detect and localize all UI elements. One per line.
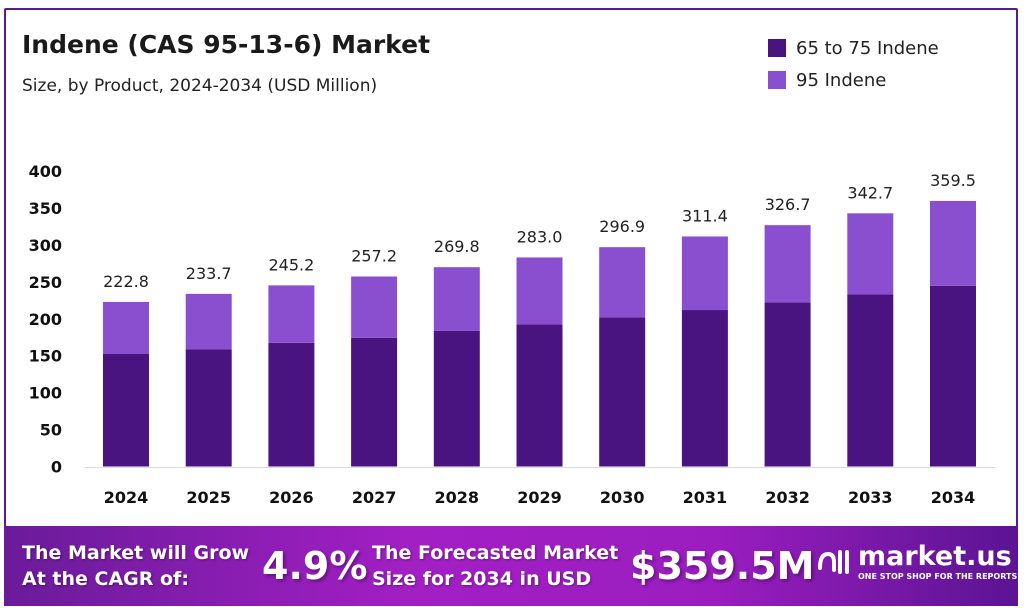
x-tick-label: 2026 xyxy=(269,488,314,507)
total-data-label: 359.5 xyxy=(930,171,976,190)
y-tick-label: 300 xyxy=(29,236,62,255)
forecast-label: The Forecasted Market Size for 2034 in U… xyxy=(372,540,618,592)
chart-subtitle: Size, by Product, 2024-2034 (USD Million… xyxy=(22,76,378,96)
legend: 65 to 75 Indene 95 Indene xyxy=(768,32,939,96)
x-tick-label: 2024 xyxy=(104,488,149,507)
total-data-label: 233.7 xyxy=(186,264,232,283)
bar-segment-65-75-indene xyxy=(764,302,811,467)
total-data-label: 326.7 xyxy=(765,195,811,214)
total-data-label: 296.9 xyxy=(599,217,645,236)
summary-banner: The Market will Grow At the CAGR of: 4.9… xyxy=(4,526,1018,606)
logo-icon xyxy=(818,550,849,574)
x-tick-label: 2034 xyxy=(931,488,976,507)
bar-segment-95-indene xyxy=(185,293,232,350)
legend-label: 65 to 75 Indene xyxy=(796,37,939,59)
y-tick-label: 250 xyxy=(29,273,62,292)
bar-segment-65-75-indene xyxy=(847,294,894,467)
total-data-label: 269.8 xyxy=(434,237,480,256)
chart-title: Indene (CAS 95-13-6) Market xyxy=(22,30,431,59)
bar-segment-65-75-indene xyxy=(103,353,149,467)
legend-swatch xyxy=(768,39,786,57)
y-tick-label: 400 xyxy=(29,162,62,181)
total-data-label: 283.0 xyxy=(517,227,563,246)
x-tick-label: 2032 xyxy=(765,488,810,507)
y-tick-label: 0 xyxy=(51,458,62,477)
total-data-label: 222.8 xyxy=(103,272,149,291)
bar-segment-65-75-indene xyxy=(599,317,646,467)
logo-tagline: ONE STOP SHOP FOR THE REPORTS xyxy=(858,572,1018,581)
bar-segment-65-75-indene xyxy=(185,349,232,467)
total-data-label: 245.2 xyxy=(268,255,314,274)
x-tick-label: 2029 xyxy=(517,488,562,507)
y-tick-label: 50 xyxy=(40,421,62,440)
y-tick-label: 150 xyxy=(29,347,62,366)
x-tick-label: 2025 xyxy=(186,488,231,507)
y-tick-label: 200 xyxy=(29,310,62,329)
bar-segment-95-indene xyxy=(268,285,315,343)
market-us-logo: market.us ONE STOP SHOP FOR THE REPORTS xyxy=(816,542,1017,582)
forecast-value: $359.5M xyxy=(630,544,815,588)
bar-segment-95-indene xyxy=(599,247,646,318)
cagr-label-line1: The Market will Grow xyxy=(22,542,250,564)
bar-segment-65-75-indene xyxy=(351,337,398,467)
cagr-label: The Market will Grow At the CAGR of: xyxy=(22,540,249,592)
bar-segment-65-75-indene xyxy=(681,310,728,467)
y-tick-label: 100 xyxy=(29,384,62,403)
bar-segment-65-75-indene xyxy=(268,342,315,467)
x-tick-label: 2028 xyxy=(435,488,480,507)
x-tick-label: 2030 xyxy=(600,488,645,507)
legend-item-95: 95 Indene xyxy=(768,64,939,96)
bar-segment-65-75-indene xyxy=(516,324,563,467)
legend-label: 95 Indene xyxy=(796,69,887,91)
bar-segment-95-indene xyxy=(516,257,563,325)
bar-segment-95-indene xyxy=(764,225,811,303)
bar-segment-95-indene xyxy=(103,301,149,354)
bar-segment-95-indene xyxy=(351,276,398,338)
bar-segment-95-indene xyxy=(681,236,728,311)
bar-segment-95-indene xyxy=(847,213,894,295)
logo-name: market.us xyxy=(858,541,1012,572)
cagr-label-line2: At the CAGR of: xyxy=(22,568,189,590)
bar-segment-65-75-indene xyxy=(433,330,480,467)
cagr-value: 4.9% xyxy=(262,544,368,588)
x-tick-label: 2031 xyxy=(683,488,728,507)
total-data-label: 311.4 xyxy=(682,206,728,225)
bar-segment-65-75-indene xyxy=(930,285,976,467)
x-tick-label: 2027 xyxy=(352,488,397,507)
total-data-label: 342.7 xyxy=(847,183,893,202)
total-data-label: 257.2 xyxy=(351,246,397,265)
x-tick-label: 2033 xyxy=(848,488,893,507)
bar-segment-95-indene xyxy=(930,200,976,286)
legend-swatch xyxy=(768,71,786,89)
y-tick-label: 350 xyxy=(29,199,62,218)
forecast-label-line1: The Forecasted Market xyxy=(372,542,619,564)
forecast-label-line2: Size for 2034 in USD xyxy=(372,568,592,590)
legend-item-65-75: 65 to 75 Indene xyxy=(768,32,939,64)
bar-segment-95-indene xyxy=(433,267,480,331)
